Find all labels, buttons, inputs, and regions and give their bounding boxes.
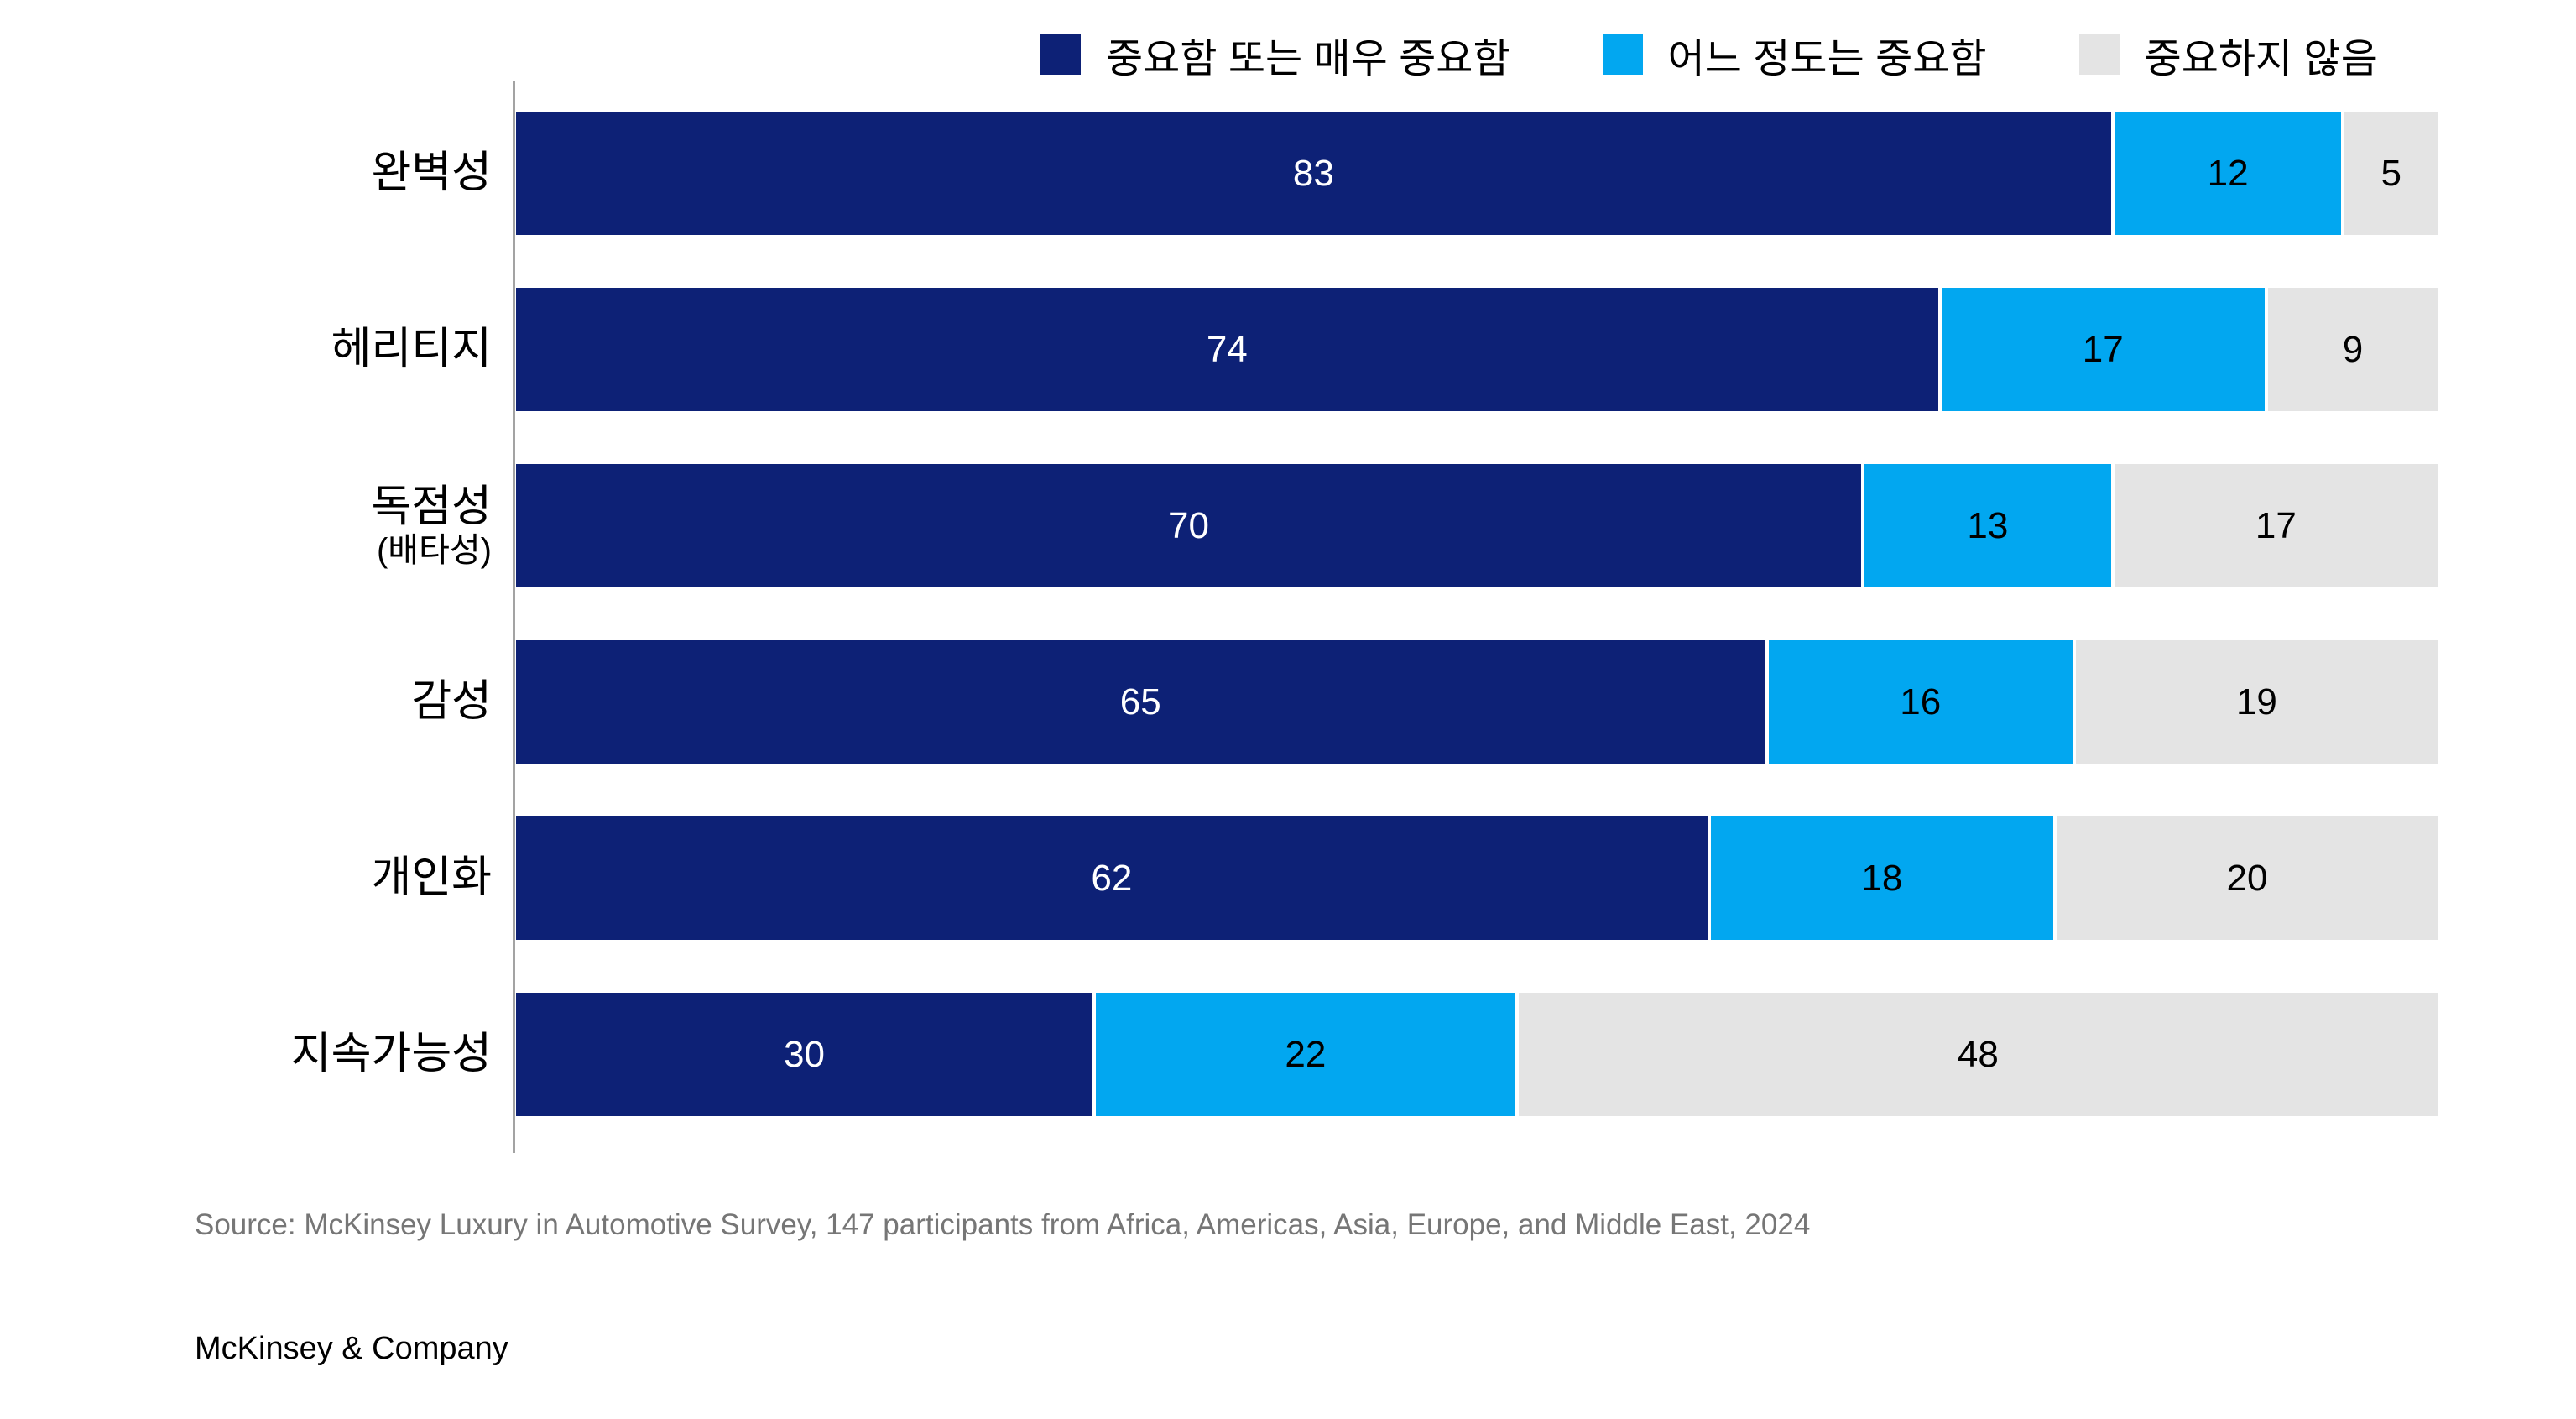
bar-segment-primary: 65 [516, 640, 1765, 764]
bar-segment-tertiary: 17 [2110, 464, 2438, 587]
bar-segment-value: 48 [1957, 1033, 1999, 1075]
bar-segment-value: 5 [2380, 152, 2401, 194]
brand-logo: McKinsey & Company [195, 1331, 508, 1366]
category-label: 독점성 (배타성) [0, 464, 492, 587]
category-label-text: 완벽성 [371, 149, 492, 198]
bar-segment-value: 13 [1967, 504, 2009, 546]
y-axis-line [513, 81, 515, 1153]
bar-segment-value: 9 [2342, 328, 2364, 370]
bar-row: 30 22 48 [516, 993, 2438, 1116]
legend-swatch-icon [1040, 34, 1081, 75]
category-label-text: 헤리티지 [331, 325, 492, 374]
bar-segment-value: 17 [2082, 328, 2124, 370]
bar-segment-value: 74 [1206, 328, 1248, 370]
bar-segment-tertiary: 19 [2072, 640, 2438, 764]
category-label-text: 감성 [411, 677, 492, 727]
bar-segment-secondary: 18 [1707, 816, 2053, 940]
bar-segment-secondary: 22 [1092, 993, 1515, 1116]
legend-item-label: 어느 정도는 중요함 [1667, 37, 1987, 81]
bar-rows: 83 12 5 74 17 9 70 13 17 65 16 19 62 18 20 30 22 48 [516, 112, 2438, 1169]
category-sublabel-text: (배타성) [376, 531, 492, 569]
bar-segment-tertiary: 20 [2052, 816, 2438, 940]
bar-segment-value: 30 [784, 1033, 825, 1075]
bar-segment-tertiary: 48 [1515, 993, 2438, 1116]
legend-item: 중요하지 않음 [2078, 25, 2378, 84]
bar-segment-value: 17 [2255, 504, 2297, 546]
bar-segment-value: 70 [1168, 504, 1209, 546]
bar-segment-primary: 74 [516, 288, 1938, 411]
bar-row: 74 17 9 [516, 288, 2438, 411]
category-label: 완벽성 [0, 112, 492, 235]
category-label: 감성 [0, 640, 492, 764]
bar-segment-value: 12 [2207, 152, 2249, 194]
category-label-text: 개인화 [371, 853, 492, 903]
legend-item-label: 중요함 또는 매우 중요함 [1106, 37, 1510, 81]
bar-segment-tertiary: 9 [2264, 288, 2438, 411]
legend-item-label: 중요하지 않음 [2144, 37, 2378, 81]
bar-segment-primary: 70 [516, 464, 1861, 587]
bar-segment-value: 18 [1861, 857, 1903, 899]
legend-item: 어느 정도는 중요함 [1602, 25, 1987, 84]
bar-segment-value: 19 [2235, 681, 2277, 723]
bar-row: 83 12 5 [516, 112, 2438, 235]
bar-segment-primary: 83 [516, 112, 2111, 235]
bar-segment-secondary: 17 [1937, 288, 2265, 411]
bar-segment-secondary: 13 [1861, 464, 2111, 587]
legend-swatch-icon [1602, 34, 1643, 75]
category-label: 개인화 [0, 816, 492, 940]
source-note: Source: McKinsey Luxury in Automotive Su… [195, 1208, 1811, 1241]
bar-segment-tertiary: 5 [2341, 112, 2438, 235]
bar-segment-value: 62 [1091, 857, 1133, 899]
bar-segment-value: 16 [1900, 681, 1942, 723]
bar-segment-primary: 30 [516, 993, 1092, 1116]
bar-row: 65 16 19 [516, 640, 2438, 764]
bar-segment-secondary: 16 [1765, 640, 2073, 764]
bar-segment-value: 20 [2226, 857, 2268, 899]
legend-item: 중요함 또는 매우 중요함 [1040, 25, 1510, 84]
bar-segment-primary: 62 [516, 816, 1708, 940]
bar-row: 62 18 20 [516, 816, 2438, 940]
bar-segment-value: 65 [1119, 681, 1161, 723]
bar-segment-secondary: 12 [2110, 112, 2342, 235]
bar-segment-value: 83 [1292, 152, 1334, 194]
category-label: 지속가능성 [0, 993, 492, 1116]
bar-row: 70 13 17 [516, 464, 2438, 587]
bar-segment-value: 22 [1285, 1033, 1327, 1075]
category-label-text: 지속가능성 [290, 1030, 492, 1079]
category-label-text: 독점성 [371, 483, 492, 532]
category-label: 헤리티지 [0, 288, 492, 411]
legend-swatch-icon [2078, 34, 2120, 75]
legend: 중요함 또는 매우 중요함 어느 정도는 중요함 중요하지 않음 [1040, 25, 2378, 84]
